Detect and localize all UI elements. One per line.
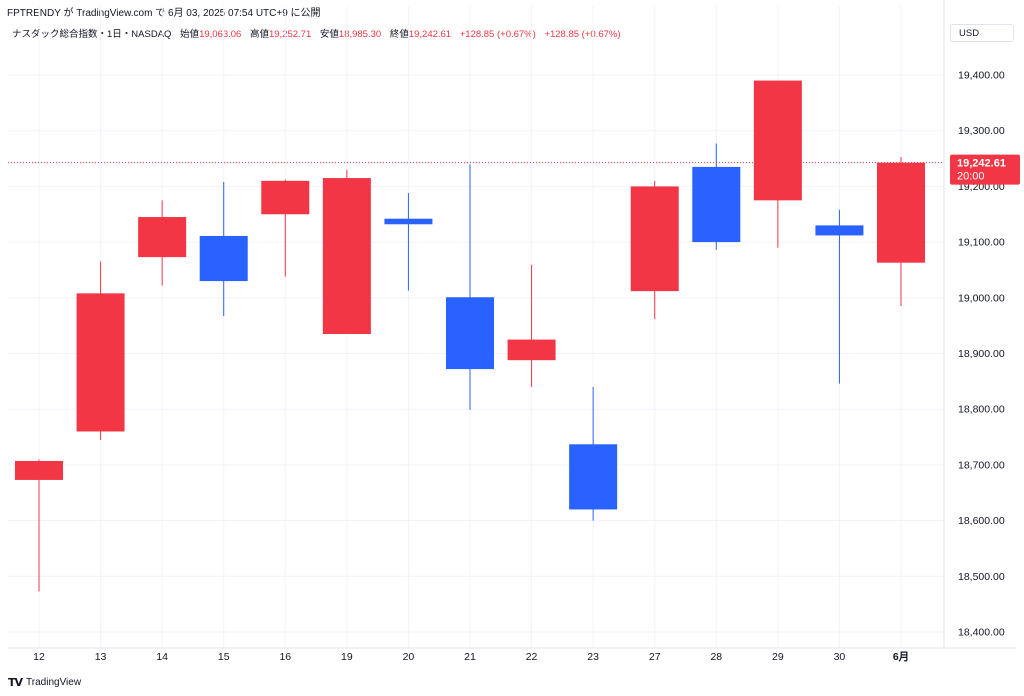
- candle-body: [507, 339, 556, 361]
- high-label: 高値: [249, 29, 269, 40]
- last-time-label: 20:00: [957, 171, 985, 183]
- candle: [322, 169, 371, 335]
- y-tick-label: 19,300.00: [958, 125, 1005, 137]
- candle: [384, 193, 433, 291]
- candle-body: [569, 444, 618, 510]
- x-tick-label: 21: [464, 651, 476, 663]
- currency-button[interactable]: USD: [950, 24, 1014, 42]
- x-tick-label: 27: [649, 651, 661, 663]
- candle-body: [261, 180, 310, 215]
- x-tick-label: 28: [710, 651, 722, 663]
- low-label: 安値: [319, 29, 339, 40]
- candle-body: [877, 162, 925, 263]
- x-tick-label: 22: [526, 651, 538, 663]
- candle-body: [446, 297, 494, 370]
- candle: [138, 200, 187, 286]
- y-tick-label: 19,400.00: [958, 70, 1005, 82]
- candle-layer: [15, 80, 925, 592]
- y-tick-label: 18,500.00: [958, 571, 1005, 583]
- last-price-label: 19,242.61: [957, 158, 1006, 170]
- x-tick-label: 14: [156, 651, 168, 663]
- candle: [199, 181, 248, 317]
- candle-body: [692, 166, 741, 243]
- close-label: 終値: [389, 29, 409, 40]
- candle-body: [138, 217, 187, 258]
- candle-body: [753, 80, 802, 201]
- publish-caption: FPTRENDY が TradingView.com で 6月 03, 2025…: [7, 8, 321, 19]
- close-value: 19,242.61: [408, 29, 452, 40]
- y-tick-label: 18,600.00: [958, 515, 1005, 527]
- tradingview-logo-icon: 𝗧𝗩: [8, 677, 23, 689]
- x-tick-label: 20: [403, 651, 415, 663]
- candle: [261, 179, 310, 277]
- y-tick-label: 18,900.00: [958, 348, 1005, 360]
- candle: [76, 261, 125, 440]
- x-tick-label: 16: [279, 651, 291, 663]
- tradingview-logo-text: TradingView: [26, 677, 82, 688]
- last-price-badge: [950, 154, 1020, 185]
- candle-body: [199, 235, 248, 282]
- candle: [569, 386, 618, 521]
- open-label: 始値: [180, 29, 200, 40]
- candle-body: [15, 461, 63, 480]
- ohlc-legend: ナスダック総合指数・1日・NASDAQ 始値19,063.06 高値19,252…: [12, 26, 621, 40]
- x-tick-label: 30: [834, 651, 846, 663]
- candle-body: [630, 186, 679, 292]
- high-value: 19,252.71: [268, 29, 312, 40]
- candle: [692, 143, 741, 250]
- symbol-name: ナスダック総合指数・1日・NASDAQ: [12, 29, 172, 40]
- x-tick-label: 23: [587, 651, 599, 663]
- candle: [15, 459, 63, 592]
- candle: [753, 80, 802, 248]
- tradingview-logo[interactable]: 𝗧𝗩 TradingView: [8, 676, 81, 689]
- x-tick-label: 6月: [893, 651, 909, 663]
- candle: [815, 209, 864, 384]
- candle: [507, 264, 556, 387]
- candle-body: [322, 178, 371, 335]
- axis-layer: 19,400.0019,300.0019,200.0019,100.0019,0…: [8, 0, 1016, 663]
- x-tick-label: 29: [772, 651, 784, 663]
- open-value: 19,063.06: [199, 29, 242, 40]
- change-value: +128.85 (+0.67%): [459, 29, 536, 40]
- y-tick-label: 19,000.00: [958, 292, 1005, 304]
- x-tick-label: 13: [95, 651, 107, 663]
- y-tick-label: 18,400.00: [958, 627, 1005, 639]
- change-value-2: +128.85 (+0.67%): [544, 29, 621, 40]
- low-value: 18,985.30: [338, 29, 382, 40]
- candle: [877, 157, 925, 306]
- candle-body: [76, 293, 125, 432]
- x-tick-label: 12: [33, 651, 45, 663]
- y-tick-label: 18,800.00: [958, 404, 1005, 416]
- candle-body: [384, 218, 433, 225]
- candle-body: [815, 225, 864, 236]
- x-tick-label: 19: [341, 651, 353, 663]
- candle: [446, 164, 494, 410]
- x-tick-label: 15: [218, 651, 230, 663]
- candle: [630, 180, 679, 319]
- y-tick-label: 19,100.00: [958, 237, 1005, 249]
- y-tick-label: 18,700.00: [958, 459, 1005, 471]
